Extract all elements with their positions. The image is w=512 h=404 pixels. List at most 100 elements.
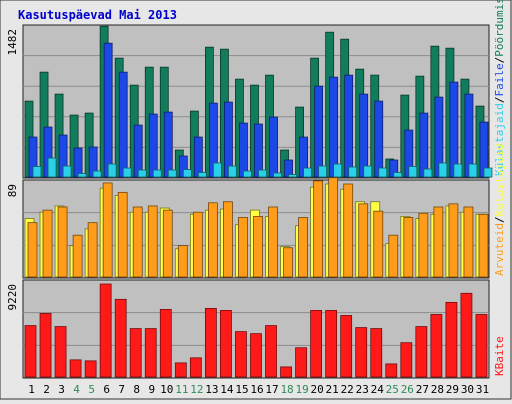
bar-top-s1-day7: [118, 71, 128, 178]
bar-bottom-s0-day2: [39, 313, 52, 378]
bar-top-s1-day24: [374, 100, 384, 178]
legend-entry: KBaite: [493, 336, 506, 376]
bar-middle-s1-day6: [102, 182, 113, 278]
x-tick-label: 13: [205, 383, 218, 396]
bar-top-s2-day6: [107, 163, 117, 178]
bar-bottom-s0-day10: [159, 309, 172, 378]
x-tick-label: 16: [250, 383, 263, 396]
legend-separator: /: [493, 57, 506, 64]
legend-entry: Külastajaid: [493, 144, 506, 217]
legend: Külastajaid/Faile/PöördumisiArvuteid/Kül…: [493, 0, 506, 376]
bar-bottom-s0-day27: [415, 326, 428, 378]
x-tick-label: 31: [476, 383, 489, 396]
bar-top-s1-day21: [329, 76, 339, 178]
legend-separator: /: [493, 216, 506, 223]
bar-middle-s1-day18: [283, 247, 293, 278]
bar-top-s1-day23: [359, 93, 369, 178]
bar-top-s2-day15: [243, 170, 252, 178]
bar-middle-s1-day27: [418, 212, 429, 278]
bar-bottom-s0-day15: [235, 331, 247, 378]
bar-top-s1-day17: [269, 116, 278, 178]
x-tick-label: 25: [386, 383, 399, 396]
x-tick-label: 5: [88, 383, 95, 396]
bar-middle-s1-day19: [298, 217, 308, 278]
bar-bottom-s0-day17: [265, 325, 277, 378]
bar-top-s2-day20: [318, 165, 328, 178]
bar-middle-s1-day26: [403, 217, 414, 278]
bar-top-s2-day22: [348, 166, 358, 178]
legend-group: Külastajaid/Faile/Pöördumisi: [493, 0, 506, 176]
legend-entry: Külastajaid: [493, 103, 506, 176]
bar-top-s2-day24: [378, 167, 388, 178]
bar-top-s1-day12: [193, 136, 203, 178]
bar-middle-s1-day3: [57, 206, 68, 278]
x-tick-label: 10: [160, 383, 173, 396]
bar-top-s1-day10: [163, 111, 173, 178]
x-tick-label: 20: [311, 383, 324, 396]
bar-top-s2-day9: [152, 169, 162, 178]
x-tick-label: 26: [401, 383, 414, 396]
bar-middle-s1-day21: [328, 177, 339, 278]
x-tick-label: 6: [103, 383, 110, 396]
bar-bottom-s0-day24: [370, 328, 383, 378]
bar-top-s2-day17: [273, 172, 282, 178]
x-tick-label: 22: [341, 383, 354, 396]
bar-bottom-s0-day25: [385, 363, 398, 378]
bar-middle-s1-day31: [478, 213, 489, 278]
bar-bottom-s0-day16: [250, 333, 262, 378]
panel-top-ymax-label: 1482: [6, 29, 19, 56]
x-tick-label: 18: [280, 383, 293, 396]
bar-middle-s1-day4: [72, 234, 83, 278]
bar-bottom-s0-day22: [340, 315, 353, 378]
series-top-2: [32, 157, 493, 178]
bar-middle-s1-day28: [433, 206, 444, 278]
bar-top-s1-day15: [239, 122, 248, 178]
bar-top-s2-day31: [483, 167, 493, 178]
bar-bottom-s0-day28: [430, 314, 443, 378]
bar-top-s2-day25: [393, 172, 403, 178]
bar-bottom-s0-day3: [54, 326, 67, 378]
x-tick-label: 3: [58, 383, 65, 396]
bar-top-s1-day6: [103, 42, 113, 178]
bar-middle-s1-day17: [268, 206, 278, 278]
series-middle-1: [27, 177, 489, 278]
bar-bottom-s0-day9: [144, 328, 157, 378]
legend-entry: Pöördumisi: [493, 0, 506, 57]
bar-top-s2-day27: [423, 168, 433, 178]
bar-middle-s1-day10: [162, 209, 173, 278]
bar-middle-s1-day25: [388, 234, 399, 278]
legend-entry: Faile: [493, 63, 506, 96]
bar-bottom-s0-day19: [295, 347, 307, 378]
x-tick-label: 17: [265, 383, 278, 396]
x-tick-label: 28: [431, 383, 444, 396]
bar-top-s2-day12: [197, 172, 207, 178]
series-bottom-0: [24, 283, 488, 378]
bar-top-s2-day5: [92, 170, 102, 178]
bar-bottom-s0-day23: [355, 327, 368, 378]
bar-top-s2-day30: [468, 163, 478, 178]
bar-middle-s1-day11: [177, 245, 188, 278]
bar-bottom-s0-day26: [400, 342, 413, 378]
bar-bottom-s0-day11: [174, 362, 187, 378]
x-tick-label: 1: [28, 383, 35, 396]
bar-middle-s1-day7: [117, 191, 128, 278]
bar-top-s2-day21: [333, 163, 343, 178]
bar-top-s2-day26: [408, 166, 418, 178]
bar-bottom-s0-day14: [220, 310, 232, 378]
bar-middle-s1-day8: [132, 206, 143, 278]
bar-middle-s1-day20: [313, 180, 324, 278]
panels: 1482 89 9220: [6, 24, 493, 379]
bar-top-s2-day10: [167, 169, 177, 178]
bar-bottom-s0-day7: [114, 298, 127, 378]
bar-bottom-s0-day30: [460, 292, 473, 378]
panel-middle-ymax-label: 89: [6, 184, 19, 197]
bar-top-s2-day1: [32, 166, 42, 178]
x-tick-label: 19: [295, 383, 308, 396]
bar-top-s1-day8: [133, 124, 143, 178]
x-tick-label: 2: [43, 383, 50, 396]
bar-bottom-s0-day12: [189, 357, 202, 378]
panel-top: 1482: [6, 24, 493, 179]
bar-middle-s1-day15: [238, 217, 248, 278]
x-tick-label: 24: [371, 383, 385, 396]
